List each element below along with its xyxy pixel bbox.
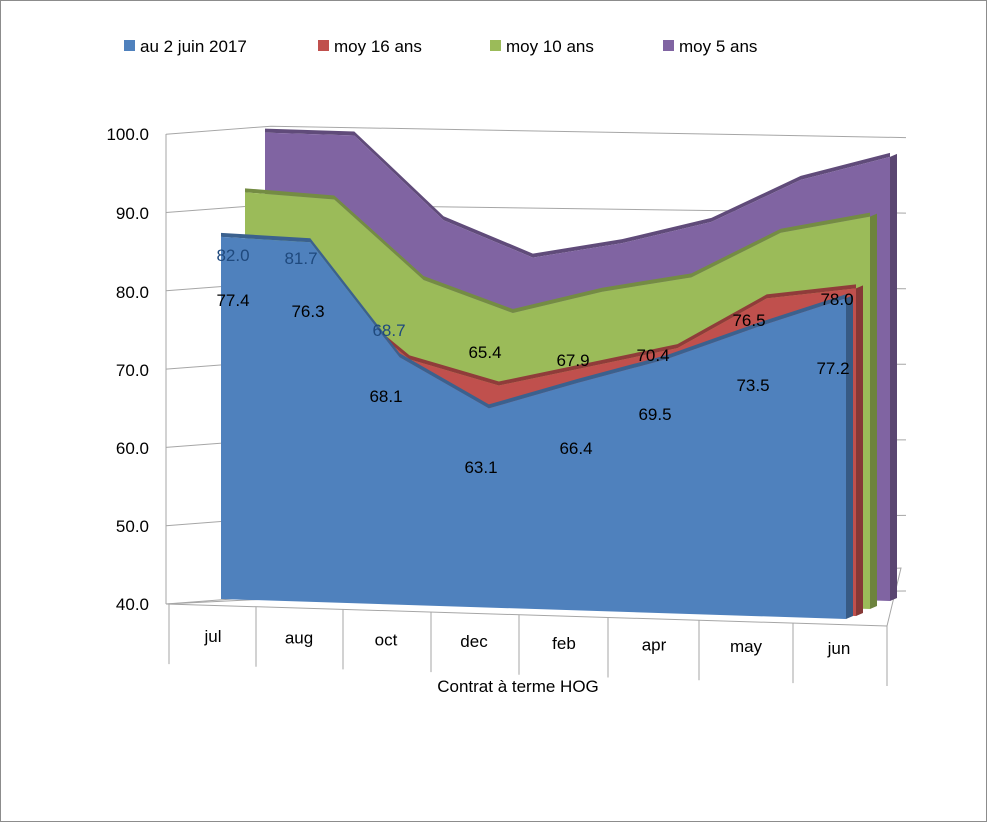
data-label: 76.5	[732, 311, 765, 330]
area-side-edge	[870, 213, 877, 609]
data-label: 78.0	[820, 290, 853, 309]
series-au-2-juin-2017	[221, 232, 853, 619]
y-tick-label: 80.0	[116, 283, 149, 302]
data-label: 63.1	[464, 458, 497, 477]
data-label: 69.5	[638, 405, 671, 424]
data-label: 68.7	[372, 321, 405, 340]
gridline	[165, 125, 907, 139]
data-label: 82.0	[216, 246, 249, 265]
area-top-edge	[265, 128, 890, 258]
x-axis-title: Contrat à terme HOG	[437, 677, 599, 696]
category-axis: jul aug oct dec feb apr may jun	[168, 604, 888, 686]
legend-label: au 2 juin 2017	[140, 37, 247, 56]
data-label: 73.5	[736, 376, 769, 395]
area-side-edge	[890, 153, 897, 602]
y-tick-label: 60.0	[116, 439, 149, 458]
area-face	[221, 236, 846, 619]
x-tick-label: dec	[460, 632, 488, 651]
data-label: 67.9	[556, 351, 589, 370]
data-label: 70.4	[636, 346, 669, 365]
data-label: 68.1	[369, 387, 402, 406]
y-tick-label: 90.0	[116, 204, 149, 223]
x-tick-label: apr	[642, 636, 667, 655]
x-tick-label: aug	[285, 629, 313, 648]
x-tick-label: feb	[552, 634, 576, 653]
legend-swatch	[490, 40, 501, 51]
area-side-edge	[846, 295, 853, 619]
data-label: 66.4	[559, 439, 592, 458]
area-side-edge	[856, 285, 863, 616]
plot-areas	[221, 128, 897, 619]
legend-swatch	[318, 40, 329, 51]
y-tick-label: 70.0	[116, 361, 149, 380]
data-labels: 82.0 77.4 81.7 76.3 68.7 68.1 65.4 63.1 67.9 66.4…	[216, 246, 853, 477]
data-label: 77.2	[816, 359, 849, 378]
data-label: 81.7	[284, 249, 317, 268]
x-tick-label: may	[730, 637, 763, 656]
legend: au 2 juin 2017 moy 16 ans moy 10 ans moy 5 …	[124, 37, 757, 56]
y-tick-label: 40.0	[116, 595, 149, 614]
data-label: 76.3	[291, 302, 324, 321]
legend-swatch	[663, 40, 674, 51]
legend-label: moy 5 ans	[679, 37, 757, 56]
x-tick-label: jun	[827, 639, 851, 658]
legend-swatch	[124, 40, 135, 51]
legend-label: moy 10 ans	[506, 37, 594, 56]
data-label: 65.4	[468, 343, 501, 362]
legend-label: moy 16 ans	[334, 37, 422, 56]
x-tick-label: jul	[203, 627, 221, 646]
x-tick-label: oct	[375, 630, 398, 649]
y-tick-label: 50.0	[116, 517, 149, 536]
y-tick-label: 100.0	[106, 125, 149, 144]
data-label: 77.4	[216, 291, 249, 310]
x-axis-line	[165, 603, 888, 627]
